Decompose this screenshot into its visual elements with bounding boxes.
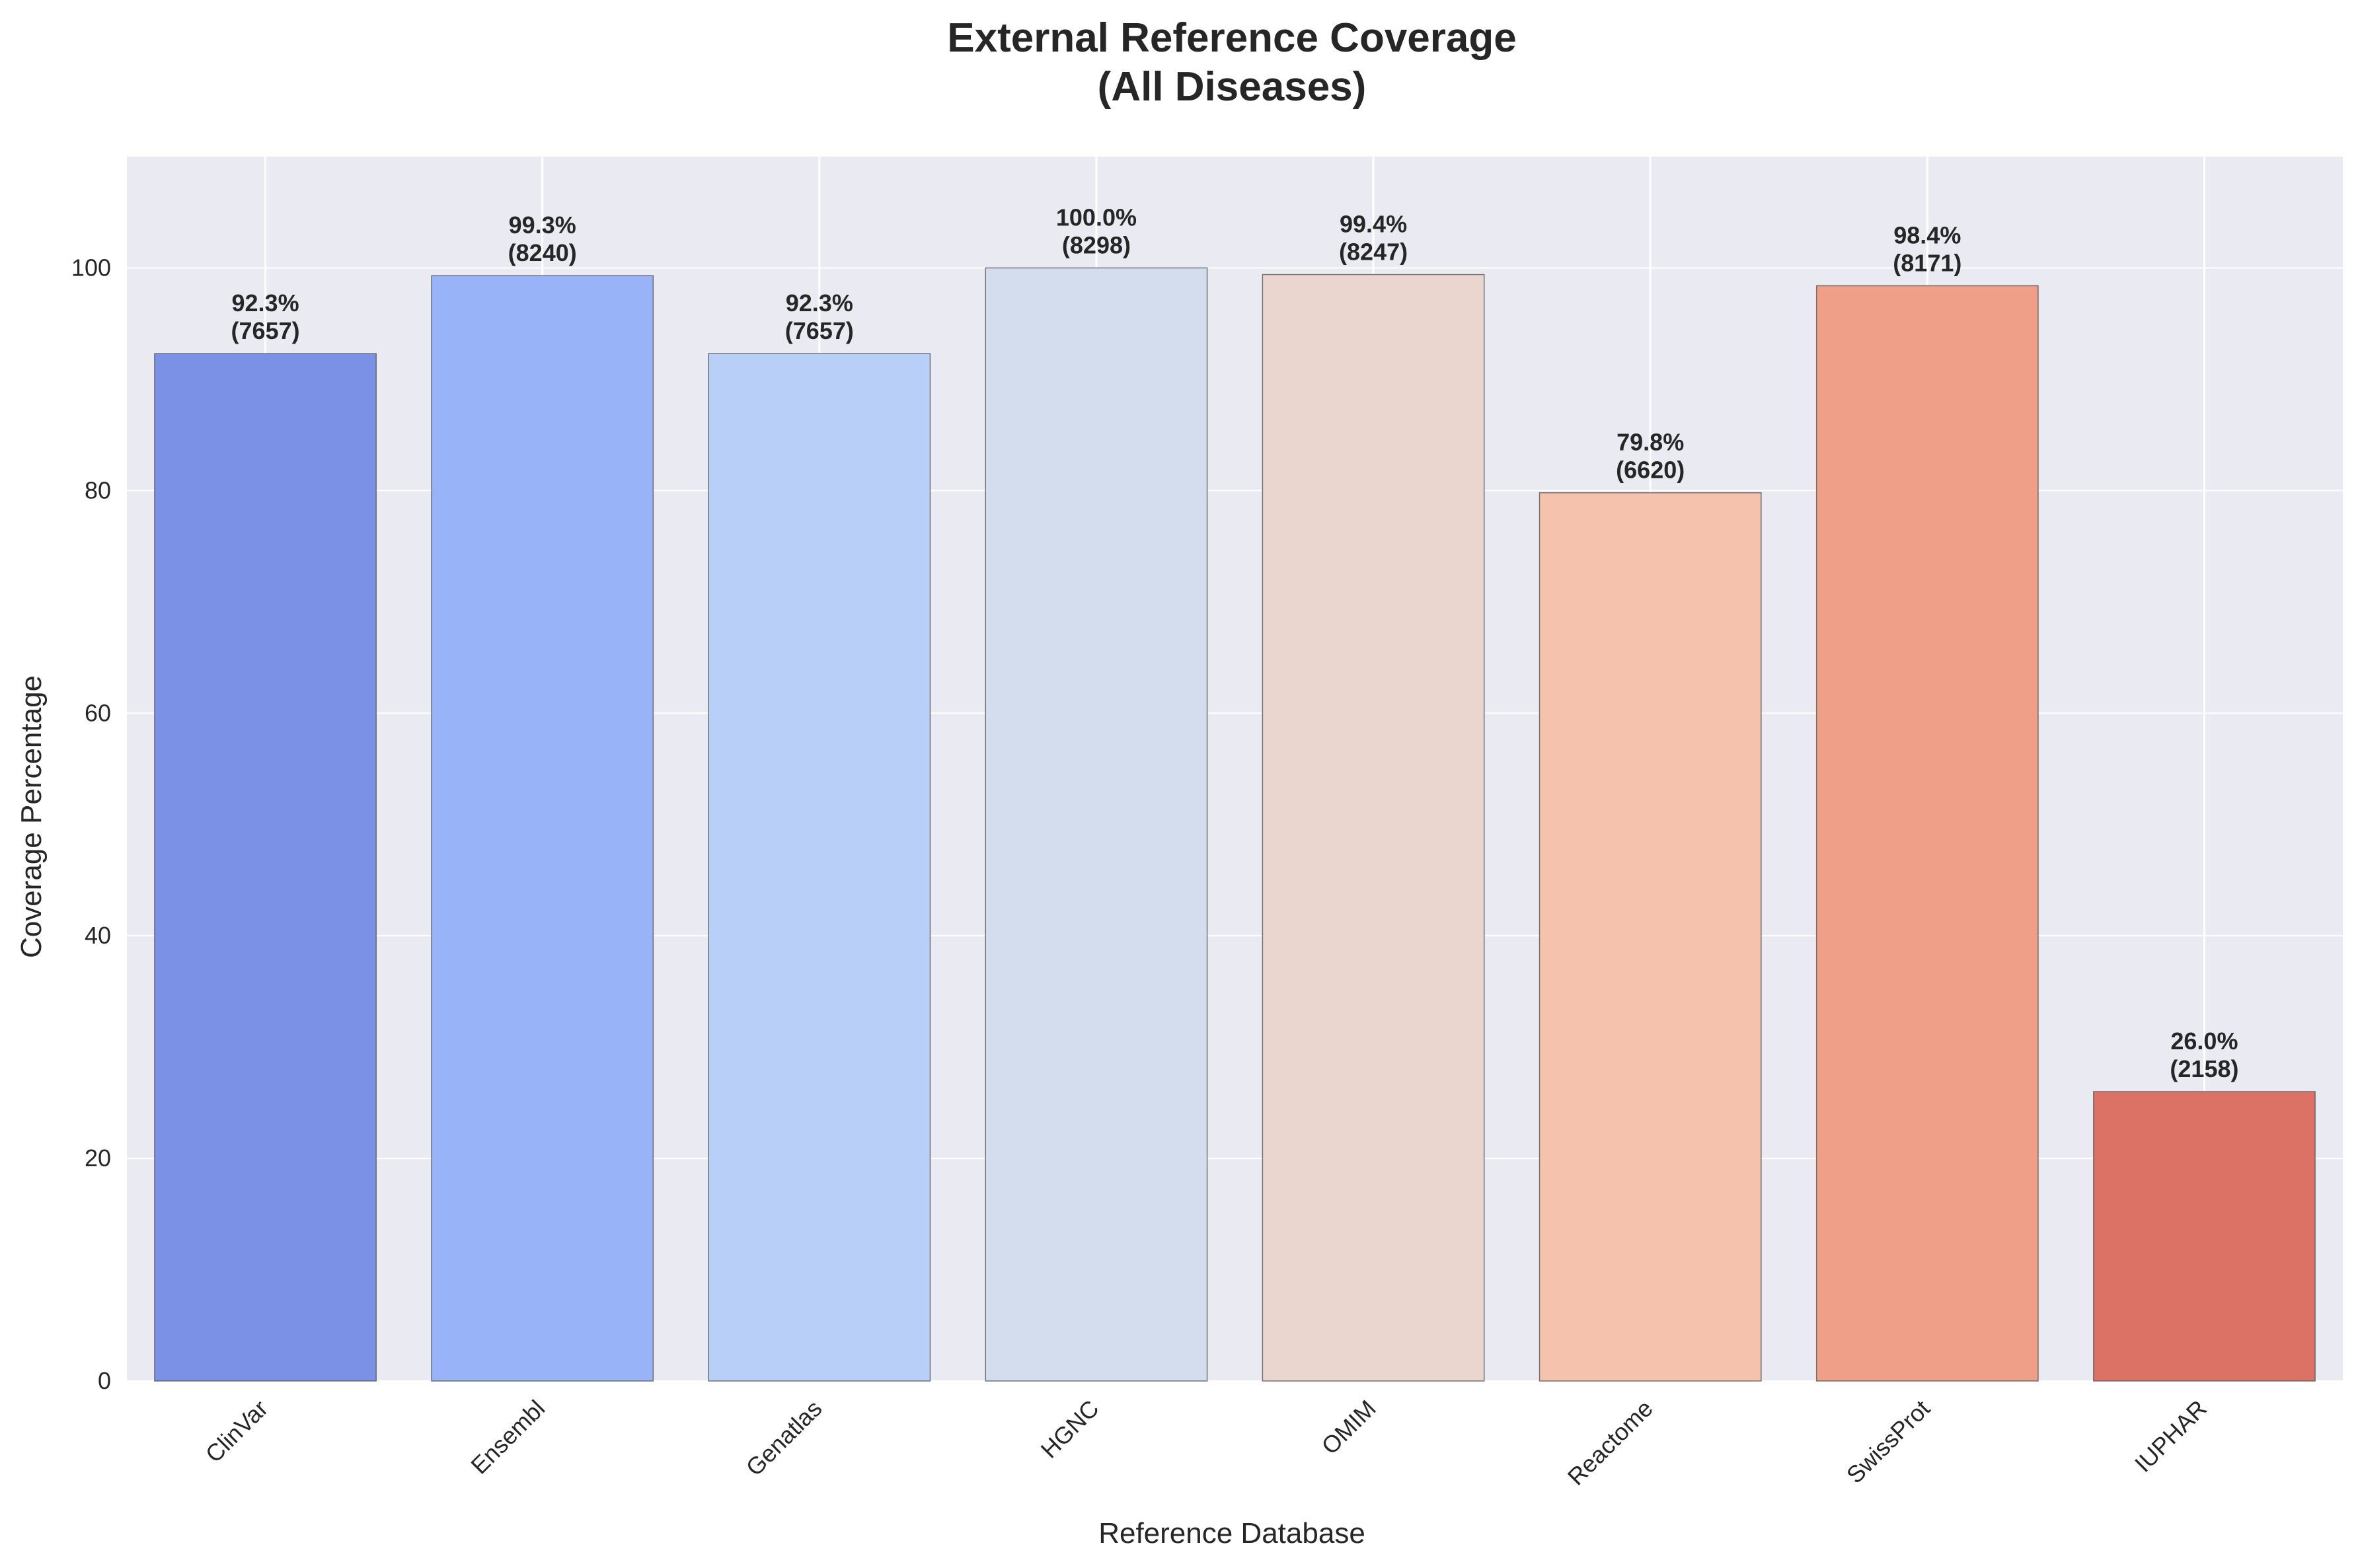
x-tick-label: ClinVar <box>200 1395 274 1468</box>
bar-count-label: (8298) <box>1062 231 1131 258</box>
bar-omim <box>1262 274 1485 1382</box>
chart-title-line-1: External Reference Coverage <box>947 15 1517 61</box>
bar-ensembl <box>431 275 654 1382</box>
x-tick-label: Reactome <box>1562 1395 1658 1491</box>
x-tick-label: IUPHAR <box>2129 1395 2212 1477</box>
bar-clinvar <box>154 353 377 1382</box>
y-axis-ticks: 0 20 40 60 80 100 <box>71 254 111 1394</box>
bar-value-label: 92.3% <box>786 289 853 317</box>
bar-count-label: (2158) <box>2170 1055 2238 1082</box>
x-tick-label: OMIM <box>1316 1395 1381 1460</box>
bar-count-label: (7657) <box>231 317 300 344</box>
bar-value-label: 92.3% <box>232 289 299 317</box>
y-tick-label: 40 <box>85 922 111 949</box>
bar-count-label: (7657) <box>785 317 854 344</box>
bar-count-label: (8247) <box>1339 239 1408 266</box>
bar-count-label: (8240) <box>508 239 577 266</box>
x-tick-label: SwissProt <box>1841 1395 1935 1489</box>
bar-value-label: 100.0% <box>1056 204 1137 231</box>
y-axis-label: Coverage Percentage <box>15 675 48 958</box>
y-tick-label: 20 <box>85 1144 111 1172</box>
bar-value-label: 26.0% <box>2170 1027 2238 1055</box>
bar-value-label: 99.3% <box>509 211 576 239</box>
bar-hgnc <box>985 267 1208 1382</box>
x-axis-label: Reference Database <box>1098 1517 1365 1549</box>
bar-reactome <box>1539 492 1762 1382</box>
chart-title-line-2: (All Diseases) <box>1098 64 1367 110</box>
x-tick-label: Genatlas <box>741 1395 827 1481</box>
x-tick-label: HGNC <box>1036 1395 1104 1464</box>
y-tick-label: 60 <box>85 699 111 726</box>
bars <box>154 267 2316 1382</box>
x-tick-label: Ensembl <box>465 1395 550 1479</box>
bar-count-label: (6620) <box>1616 457 1685 484</box>
bar-value-label: 79.8% <box>1617 429 1684 456</box>
bar-iuphar <box>2093 1091 2316 1382</box>
bar-value-label: 98.4% <box>1893 221 1961 248</box>
bar-count-label: (8171) <box>1893 249 1961 276</box>
bar-swissprot <box>1815 285 2039 1382</box>
x-axis-ticks: ClinVar Ensembl Genatlas HGNC OMIM Reactome Sw… <box>200 1395 2212 1491</box>
bar-value-label: 99.4% <box>1340 211 1407 238</box>
data-labels: 92.3%(7657)99.3%(8240)92.3%(7657)100.0%(… <box>231 204 2239 1082</box>
y-tick-label: 100 <box>71 254 111 281</box>
y-tick-label: 0 <box>98 1367 111 1394</box>
bar-genatlas <box>708 353 931 1382</box>
y-tick-label: 80 <box>85 476 111 504</box>
